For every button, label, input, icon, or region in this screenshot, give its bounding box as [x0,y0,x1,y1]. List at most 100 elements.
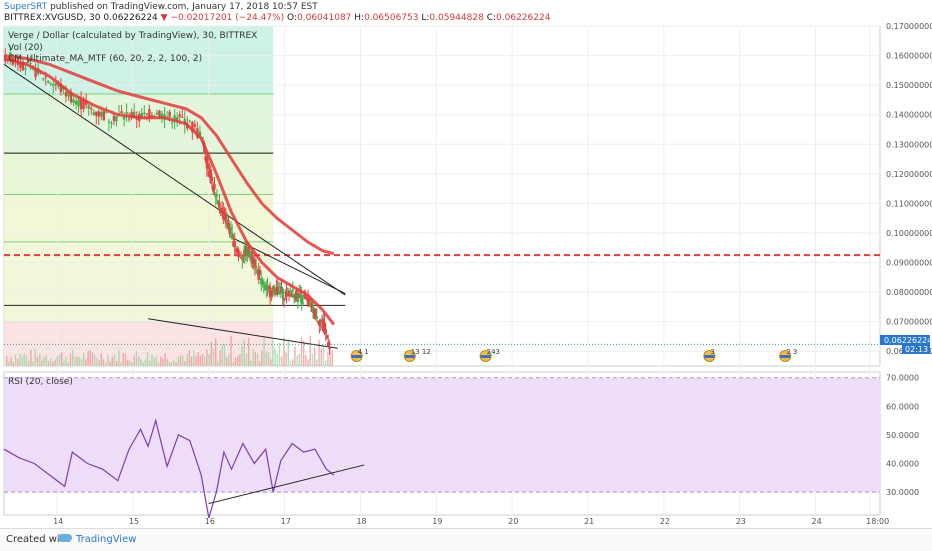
candle-body [239,257,243,259]
event-marker-label: 13 12 [411,348,431,356]
volume-bar [80,359,83,366]
volume-bar [272,339,274,366]
candle-body [284,292,287,294]
volume-bar [23,353,25,366]
last-price: 0.06226224 [103,13,158,23]
candle-body [234,249,238,251]
candle-body [125,111,128,114]
volume-bar [164,352,166,366]
candle-body [230,232,234,239]
event-marker-label: 4 1 [358,348,369,356]
volume-bar [19,353,21,366]
volume-bar [193,350,195,366]
volume-bar [56,356,58,366]
volume-bar [219,349,221,366]
candle-body [181,116,184,118]
volume-bar [52,361,54,366]
volume-bar [87,350,89,366]
candle-body [153,115,156,117]
candle-body [251,251,254,264]
volume-bar [208,353,210,366]
event-flag-icon [704,355,715,358]
volume-bar [47,360,50,366]
volume-bar [28,360,30,366]
volume-bar [17,359,19,366]
volume-bar [153,357,155,366]
candle-body [229,227,233,231]
volume-bar [239,354,241,366]
volume-bar [76,356,78,366]
volume-bar [223,344,226,366]
chart-canvas[interactable]: 4 1 13 12 243 3 2 3 0.17000000 0.16000000 0.15… [0,0,932,528]
rsi-tick-label: 70.0000 [886,374,919,383]
volume-bar [120,362,122,366]
candle-body [100,112,103,117]
volume-bar [256,353,259,366]
rsi-band [4,377,880,493]
candle-body [309,302,312,307]
volume-bar [292,359,294,366]
candle-body [188,120,192,122]
volume-bar [133,355,135,366]
candle-body [233,241,236,248]
volume-bar [102,359,105,366]
candle-body [313,309,316,318]
volume-bar [25,355,28,366]
event-marker-label: 3 [710,348,714,356]
candle-body [206,164,210,170]
author-link[interactable]: SuperSRT [4,2,48,12]
candle-body [198,131,202,138]
candle-body [19,61,22,68]
candle-body [323,322,326,332]
candle-body [303,294,306,298]
volume-bar [91,352,94,366]
candle-body [82,99,85,110]
candle-body [214,194,217,198]
volume-bar [168,361,171,366]
volume-bar [215,338,217,366]
candle-body [287,290,291,297]
volume-bar [32,361,34,366]
candle-body [261,281,264,285]
trend-line [3,64,346,296]
candle-body [212,186,215,192]
candle-body [238,254,241,256]
candle-body [327,342,330,348]
volume-bar [327,352,329,366]
candle-body [260,278,263,284]
candle-body [244,246,248,256]
candle-body [253,259,257,268]
volume-bar [67,362,69,366]
candle-body [241,257,244,261]
volume-bar [278,342,281,366]
candle-body [219,208,222,214]
candle-body [225,220,229,226]
candle-body [278,290,282,295]
candle-body [325,335,329,339]
volume-bar [65,356,67,366]
candle-body [297,293,301,298]
volume-bar [144,359,146,366]
candle-body [266,285,269,289]
tradingview-brand[interactable]: TradingView [76,534,137,545]
candle-body [299,293,302,299]
volume-bar [243,339,245,366]
candle-body [24,68,27,70]
candle-body [246,247,249,256]
volume-bar [10,356,12,366]
price-tick-label: 0.07000000 [886,318,932,327]
volume-bar [210,341,212,366]
volume-bar [109,361,111,366]
volume-bar [157,362,160,366]
candle-body [271,287,274,290]
candle-body [97,111,101,117]
candle-body [170,122,174,124]
publish-info: SuperSRT published on TradingView.com, J… [4,2,318,12]
volume-bar [162,358,164,366]
candle-body [155,112,159,115]
fib-zone [4,26,274,94]
candle-body [295,289,298,301]
volume-bar [228,354,230,366]
event-marker-label: 243 [487,348,500,356]
volume-bar [36,357,39,366]
